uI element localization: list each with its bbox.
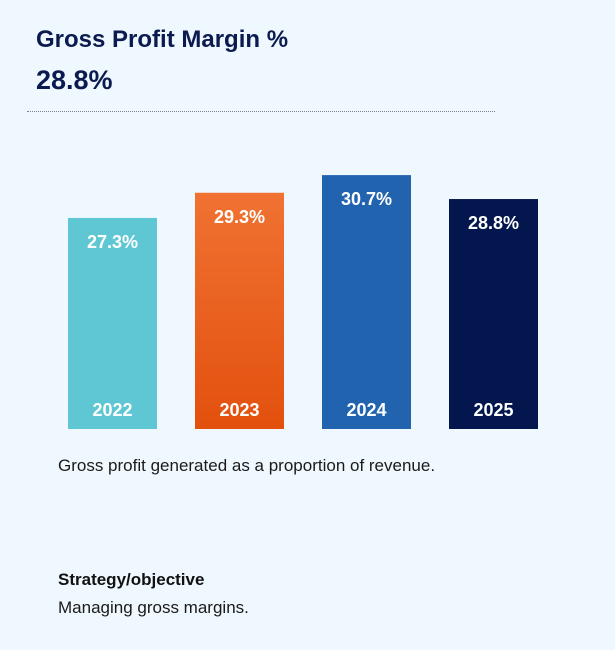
category-label: 2024 xyxy=(346,400,386,420)
category-label: 2022 xyxy=(92,400,132,420)
value-label: 29.3% xyxy=(214,207,265,227)
divider xyxy=(27,111,495,112)
strategy-heading: Strategy/objective xyxy=(58,570,205,589)
chart-description: Gross profit generated as a proportion o… xyxy=(58,456,436,475)
kpi-value: 28.8% xyxy=(36,65,113,95)
bar-2025 xyxy=(449,199,538,429)
value-label: 28.8% xyxy=(468,213,519,233)
value-label: 30.7% xyxy=(341,189,392,209)
value-label: 27.3% xyxy=(87,232,138,252)
category-label: 2023 xyxy=(219,400,259,420)
bar-2023 xyxy=(195,192,284,429)
page-title: Gross Profit Margin % xyxy=(36,26,289,53)
bar-chart: 27.3% 2022 29.3% 2023 30.7% 2024 28.8% 2025 xyxy=(68,175,538,429)
bar-2022 xyxy=(68,217,157,429)
bar-2024 xyxy=(322,175,411,429)
strategy-text: Managing gross margins. xyxy=(58,598,249,617)
category-label: 2025 xyxy=(473,400,513,420)
